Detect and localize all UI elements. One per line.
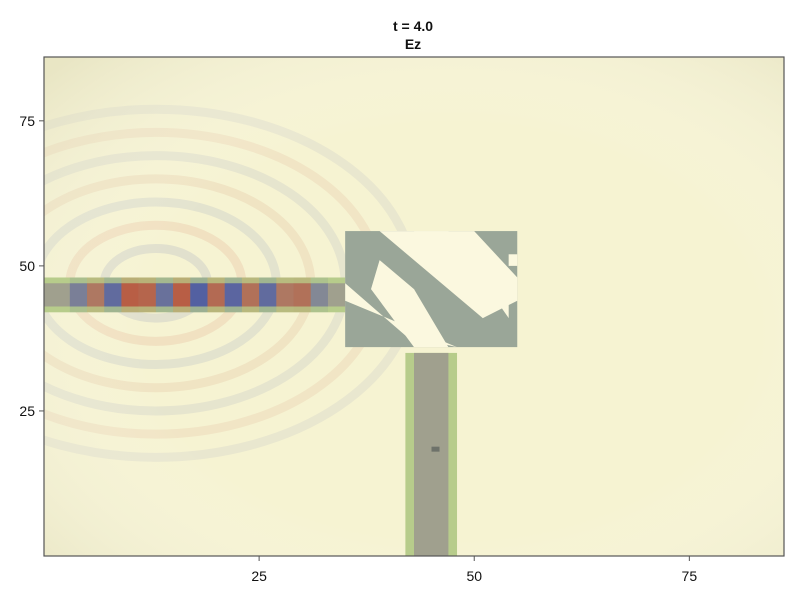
chart-subtitle: Ez [405,36,421,52]
y-tick-label: 25 [19,403,35,419]
guided-wave-cell [138,283,156,307]
guided-wave-halo [87,277,105,313]
guided-wave-cell [173,283,191,307]
x-tick-label: 25 [251,568,267,584]
guided-wave-cell [207,283,225,307]
guided-wave-cell [310,283,328,307]
guided-wave-cell [69,283,88,307]
guided-wave-halo [241,277,260,313]
guided-wave-cell [293,283,311,307]
x-axis: 25 50 75 [251,556,697,584]
guided-wave-halo [293,277,311,313]
guided-wave-cell [224,283,242,307]
guided-wave-cell [104,283,122,307]
guided-wave-cell [87,283,105,307]
guided-wave-cell [121,283,139,307]
splitter-gap-lower-band [371,260,449,348]
x-tick-label: 50 [466,568,482,584]
guided-wave-halo [310,277,328,313]
guided-wave-halo [69,277,88,313]
x-tick-label: 75 [682,568,698,584]
guided-wave-cell [241,283,260,307]
guided-wave-cell [155,283,174,307]
probe-marker [431,446,440,452]
y-tick-label: 75 [19,113,35,129]
y-tick-label: 50 [19,258,35,274]
guided-wave-halo [276,277,294,313]
guided-wave-cell [259,283,277,307]
y-axis: 25 50 75 [19,113,44,419]
splitter-notch [508,254,518,266]
guided-wave-halo [155,277,174,313]
guided-wave-cell [276,283,294,307]
output-waveguide-core [414,352,449,556]
chart-title: t = 4.0 [393,18,433,34]
plot-frame [43,56,785,557]
guided-wave-cell [190,283,208,307]
splitter-gap-upper-band [414,231,518,319]
guided-wave [69,277,328,313]
